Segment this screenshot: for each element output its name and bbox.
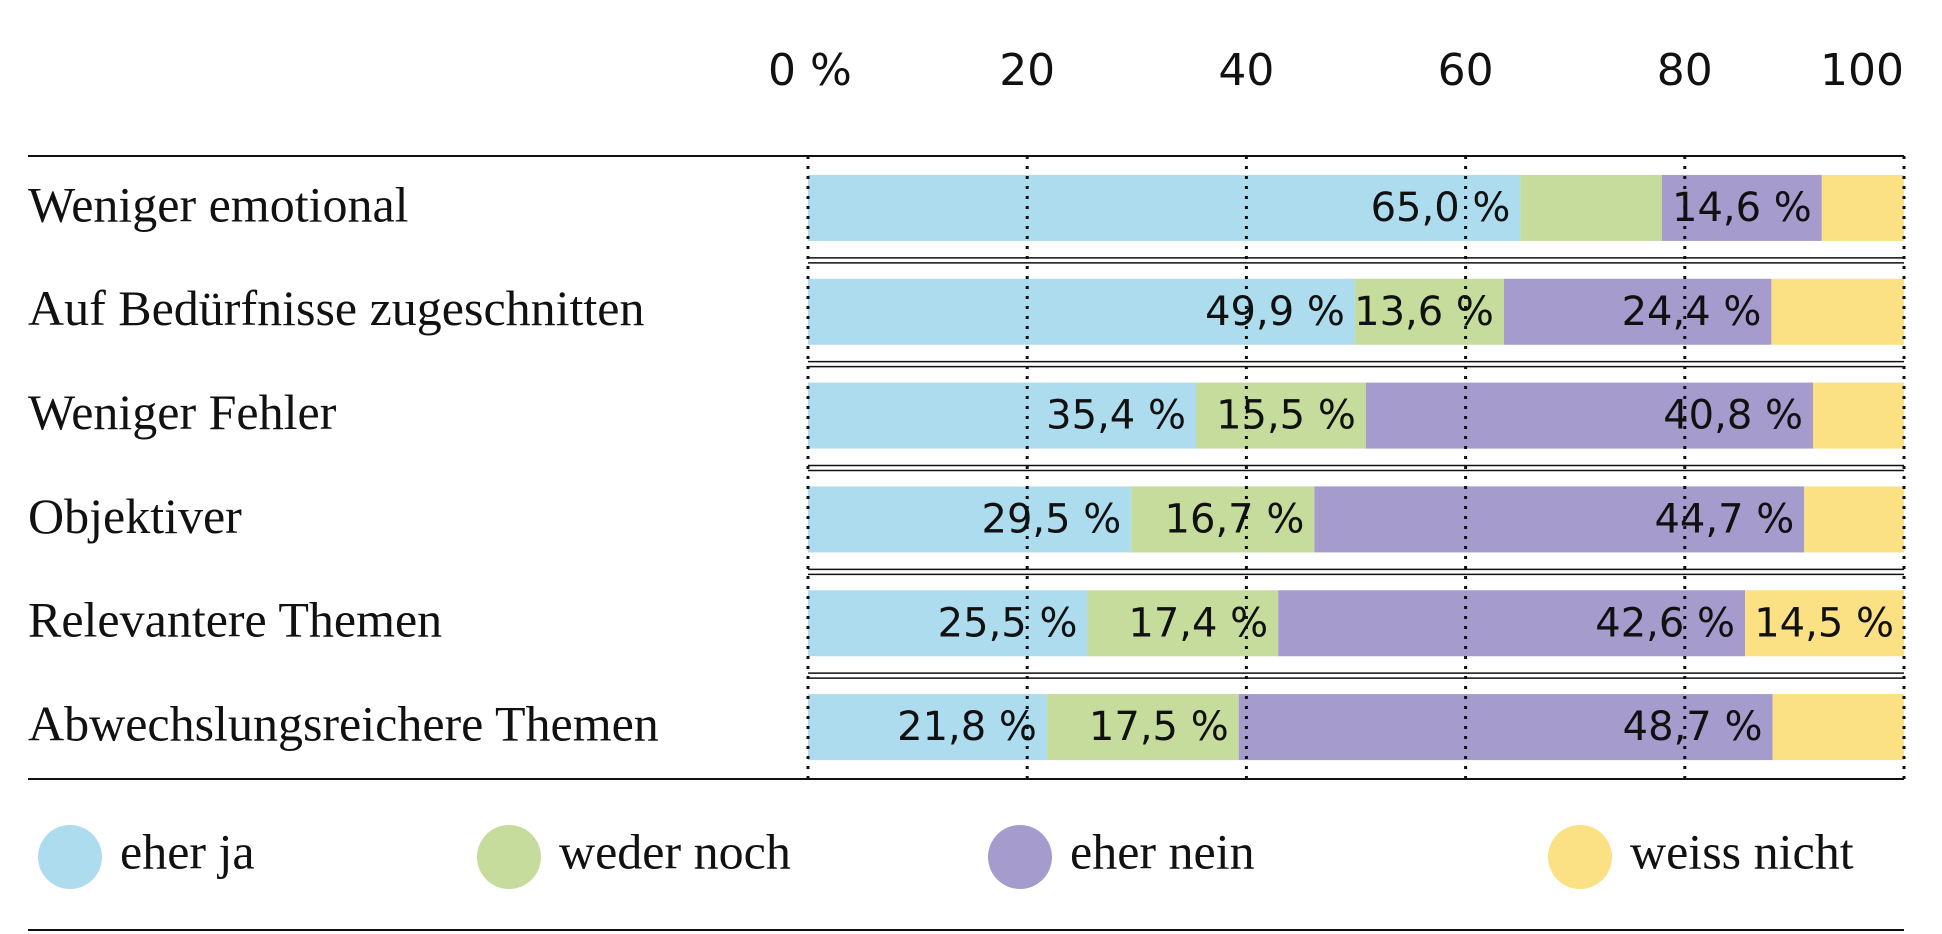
bar-segment [1314,486,1805,553]
legend-label: weder noch [559,823,791,879]
bar-segment [808,486,1132,553]
legend-label: eher nein [1070,823,1255,879]
legend-swatch [38,825,102,889]
x-tick-label: 100 [1820,45,1904,96]
bar-segment [1278,590,1746,657]
value-label: 40,8 % [1663,393,1803,439]
x-tick-label: 0 % [768,45,852,96]
bar-segment [1046,694,1239,761]
legend-swatch [1548,825,1612,889]
legend-swatch [988,825,1052,889]
legend-swatch [477,825,541,889]
value-label: 17,5 % [1089,704,1229,750]
bar-segment [1354,278,1504,345]
category-label: Weniger emotional [28,176,409,232]
value-label: 65,0 % [1371,185,1511,231]
grid [806,156,1906,779]
bar-segment [1661,174,1822,241]
bar-segment [1813,382,1904,449]
value-label: 14,5 % [1754,600,1894,646]
value-label: 16,7 % [1165,496,1305,542]
value-label: 35,4 % [1046,393,1186,439]
x-tick-label: 60 [1438,45,1494,96]
value-label: 13,6 % [1354,289,1494,335]
x-tick-label: 20 [999,45,1055,96]
x-tick-label: 40 [1218,45,1274,96]
bar-segment [808,382,1196,449]
bar-segment [1087,590,1279,657]
bar-segment [1131,486,1315,553]
category-label: Objektiver [28,488,242,544]
value-label: 17,4 % [1128,600,1268,646]
category-label: Auf Bedürfnisse zugeschnitten [28,280,645,336]
bar-segment [1365,382,1814,449]
category-label: Abwechslungsreichere Themen [28,696,659,752]
bar-segment [1804,486,1904,553]
bar-segment [1520,174,1662,241]
bar-segment [808,694,1047,761]
value-label: 48,7 % [1623,704,1763,750]
value-label: 21,8 % [897,704,1037,750]
legend-label: weiss nicht [1630,823,1854,879]
category-label: Weniger Fehler [28,384,337,440]
value-label: 15,5 % [1216,393,1356,439]
value-label: 14,6 % [1672,185,1812,231]
value-label: 42,6 % [1595,600,1735,646]
value-label: 24,4 % [1622,289,1762,335]
x-tick-label: 80 [1657,45,1713,96]
bar-segment [1772,694,1904,761]
bar-segment [1821,174,1904,241]
value-label: 25,5 % [938,600,1078,646]
bar-segment [1745,590,1904,657]
bar-segment [1771,278,1904,345]
bar-segment [808,174,1521,241]
bar-segment [1503,278,1772,345]
bar-segment [808,278,1355,345]
bar-segment [1195,382,1366,449]
legend-label: eher ja [120,823,255,879]
value-label: 44,7 % [1654,496,1794,542]
bar-segment [808,590,1088,657]
category-label: Relevantere Themen [28,592,442,648]
value-label: 49,9 % [1205,289,1345,335]
value-label: 29,5 % [982,496,1122,542]
